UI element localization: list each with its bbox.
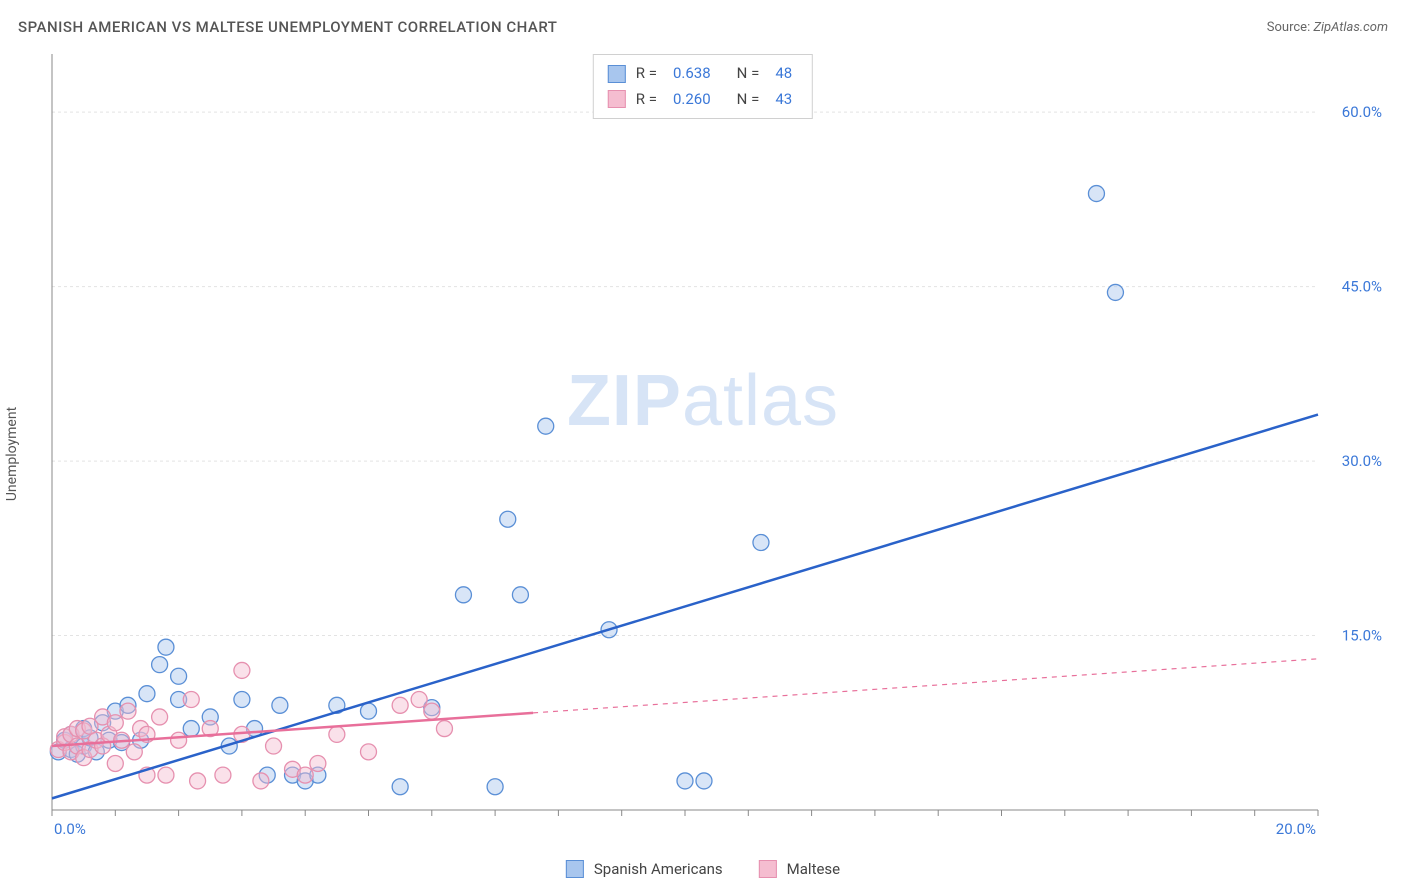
source-label: Source: — [1267, 20, 1310, 35]
data-point — [424, 703, 440, 719]
legend-label: Spanish Americans — [594, 860, 723, 878]
data-point — [500, 511, 516, 527]
data-point — [139, 686, 155, 702]
data-point — [158, 639, 174, 655]
chart-title: SPANISH AMERICAN VS MALTESE UNEMPLOYMENT… — [18, 18, 557, 36]
data-point — [512, 587, 528, 603]
data-point — [171, 732, 187, 748]
r-value: 0.638 — [673, 61, 711, 87]
n-value: 43 — [775, 87, 792, 113]
legend-swatch — [608, 65, 626, 83]
data-point — [1107, 284, 1123, 300]
series-legend: Spanish Americans Maltese — [566, 860, 840, 878]
legend-swatch — [566, 860, 584, 878]
y-tick-label: 45.0% — [1342, 278, 1382, 296]
r-label: R = — [636, 61, 657, 87]
scatter-plot: 15.0% 30.0% 45.0% 60.0% 0.0% 20.0% — [48, 50, 1388, 844]
data-point — [310, 755, 326, 771]
data-point — [392, 779, 408, 795]
n-value: 48 — [775, 61, 792, 87]
y-tick-label: 30.0% — [1342, 452, 1382, 470]
n-label: N = — [737, 87, 760, 113]
data-point — [677, 773, 693, 789]
data-point — [272, 697, 288, 713]
correlation-row: R = 0.260 N = 43 — [608, 87, 798, 113]
data-point — [361, 744, 377, 760]
y-tick-label: 15.0% — [1342, 627, 1382, 645]
data-point — [158, 767, 174, 783]
data-point — [361, 703, 377, 719]
legend-item: Maltese — [759, 860, 840, 878]
n-label: N = — [737, 61, 760, 87]
data-point — [171, 668, 187, 684]
data-point — [183, 692, 199, 708]
data-point — [487, 779, 503, 795]
header-row: SPANISH AMERICAN VS MALTESE UNEMPLOYMENT… — [18, 18, 1388, 36]
data-point — [120, 703, 136, 719]
data-point — [329, 726, 345, 742]
correlation-legend: R = 0.638 N = 48 R = 0.260 N = 43 — [593, 54, 813, 119]
legend-swatch — [608, 90, 626, 108]
source-name: ZipAtlas.com — [1313, 20, 1388, 35]
data-point — [411, 692, 427, 708]
data-point — [436, 721, 452, 737]
legend-label: Maltese — [787, 860, 840, 878]
data-point — [538, 418, 554, 434]
correlation-row: R = 0.638 N = 48 — [608, 61, 798, 87]
data-point — [696, 773, 712, 789]
legend-swatch — [759, 860, 777, 878]
data-point — [1088, 186, 1104, 202]
y-tick-label: 60.0% — [1342, 103, 1382, 121]
data-point — [266, 738, 282, 754]
data-point — [253, 773, 269, 789]
data-point — [234, 692, 250, 708]
data-point — [234, 662, 250, 678]
r-value: 0.260 — [673, 87, 711, 113]
data-point — [126, 744, 142, 760]
data-point — [183, 721, 199, 737]
data-point — [455, 587, 471, 603]
trend-line-dashed — [533, 659, 1318, 713]
data-point — [753, 534, 769, 550]
source-attribution: Source: ZipAtlas.com — [1267, 20, 1388, 35]
data-point — [152, 709, 168, 725]
data-point — [152, 657, 168, 673]
y-axis-title: Unemployment — [4, 407, 20, 501]
data-point — [107, 755, 123, 771]
chart-area: 15.0% 30.0% 45.0% 60.0% 0.0% 20.0% — [48, 50, 1388, 844]
data-point — [107, 715, 123, 731]
x-tick-label: 0.0% — [54, 820, 86, 838]
r-label: R = — [636, 87, 657, 113]
data-point — [190, 773, 206, 789]
data-point — [215, 767, 231, 783]
data-point — [392, 697, 408, 713]
legend-item: Spanish Americans — [566, 860, 723, 878]
trend-line-solid — [52, 415, 1318, 799]
x-tick-label: 20.0% — [1276, 820, 1316, 838]
data-point — [297, 767, 313, 783]
